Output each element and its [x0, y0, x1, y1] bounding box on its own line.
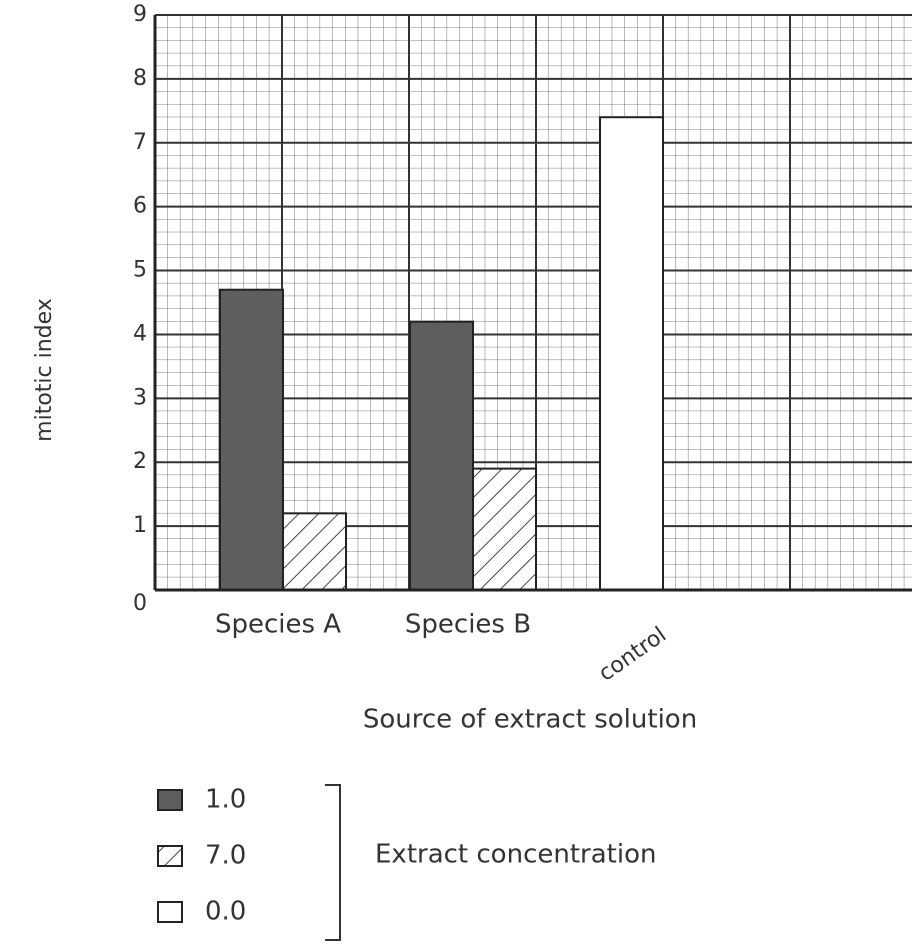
legend-label: 0.0	[205, 897, 246, 927]
x-tick-label: control	[594, 622, 671, 686]
legend-bracket	[325, 784, 341, 941]
legend-swatch	[157, 901, 183, 923]
legend-swatch	[157, 789, 183, 811]
y-axis-label: mitotic index	[32, 298, 57, 442]
x-tick-label: Species A	[215, 610, 341, 640]
y-tick-label: 2	[133, 449, 147, 474]
bar	[282, 512, 347, 591]
y-tick-label: 0	[133, 591, 147, 616]
bar	[599, 116, 664, 591]
y-tick-label: 4	[133, 321, 147, 346]
y-tick-label: 1	[133, 513, 147, 538]
y-tick-label: 5	[133, 258, 147, 283]
x-tick-label: Species B	[405, 610, 531, 640]
bar	[219, 288, 284, 591]
y-tick-label: 8	[133, 66, 147, 91]
legend-title: Extract concentration	[375, 840, 656, 870]
legend-label: 1.0	[205, 785, 246, 815]
y-tick-label: 7	[133, 130, 147, 155]
bar	[472, 467, 537, 591]
legend-label: 7.0	[205, 841, 246, 871]
y-tick-label: 9	[133, 2, 147, 27]
bar	[409, 320, 474, 591]
y-tick-label: 3	[133, 385, 147, 410]
y-tick-label: 6	[133, 194, 147, 219]
legend-swatch	[157, 845, 183, 867]
x-axis-label: Source of extract solution	[363, 705, 697, 735]
